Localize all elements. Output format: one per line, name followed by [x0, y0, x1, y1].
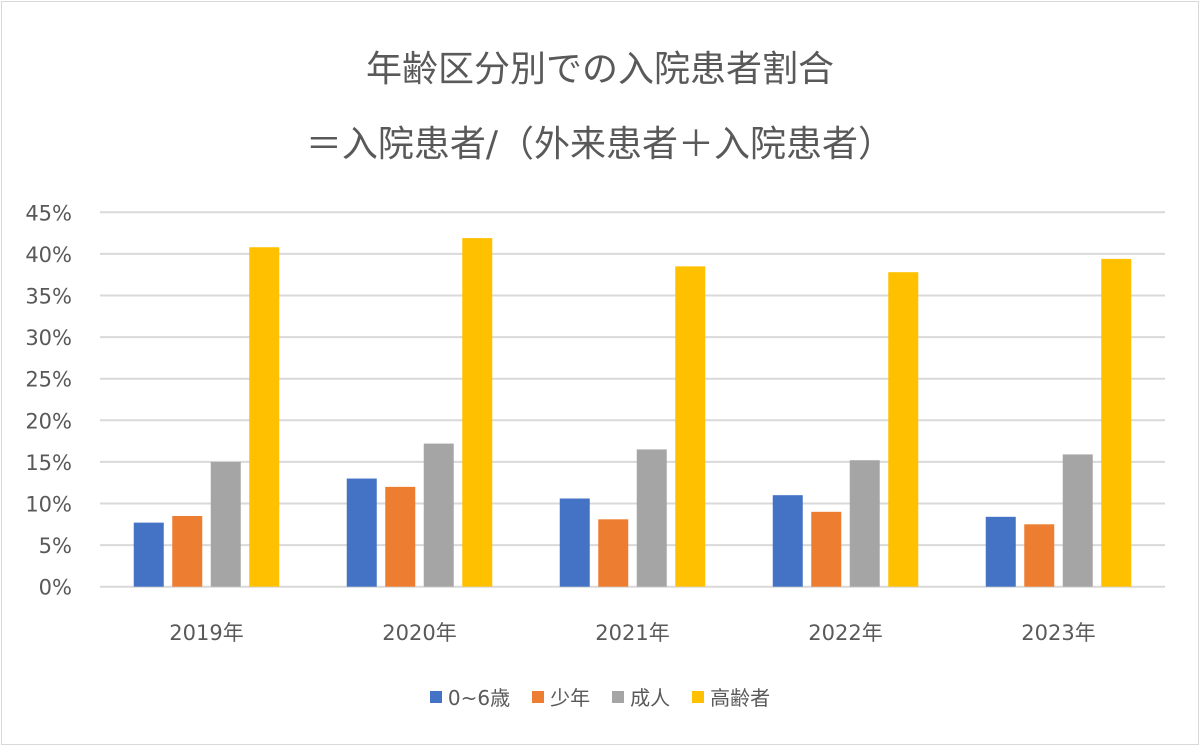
- y-tick-label: 20%: [25, 409, 72, 433]
- bar-4-1: [1024, 524, 1055, 587]
- bar-3-3: [888, 272, 919, 587]
- y-tick-label: 15%: [25, 451, 72, 475]
- legend-item: 高齢者: [692, 682, 770, 711]
- chart-title-line-2: ＝入院患者/（外来患者＋入院患者）: [305, 124, 895, 165]
- x-tick-label: 2021年: [595, 621, 669, 645]
- legend-item: 0~6歳: [429, 682, 511, 711]
- x-tick-label: 2023年: [1021, 621, 1095, 645]
- bar-2-1: [598, 519, 629, 587]
- y-tick-label: 35%: [25, 285, 72, 309]
- bar-4-2: [1062, 454, 1093, 587]
- legend-swatch: [692, 690, 705, 703]
- legend-label: 成人: [630, 686, 671, 710]
- x-tick-label: 2020年: [382, 621, 456, 645]
- chart-title-line-1: 年齢区分別での入院患者割合: [365, 49, 834, 90]
- bar-2-0: [559, 498, 590, 587]
- legend: 0~6歳 少年 成人 高齢者: [0, 682, 1200, 711]
- y-tick-label: 0%: [39, 576, 72, 600]
- legend-label: 少年: [550, 686, 591, 710]
- legend-swatch: [612, 690, 625, 703]
- bar-1-2: [423, 443, 454, 587]
- x-tick-label: 2022年: [808, 621, 882, 645]
- x-tick-label: 2019年: [169, 621, 243, 645]
- bar-0-2: [210, 461, 241, 587]
- legend-item: 成人: [612, 682, 670, 711]
- bar-1-3: [462, 238, 493, 587]
- bar-0-0: [133, 522, 164, 587]
- y-tick-label: 45%: [25, 201, 72, 225]
- bar-3-0: [772, 495, 803, 587]
- y-tick-label: 5%: [39, 534, 72, 558]
- y-tick-label: 25%: [25, 368, 72, 392]
- bar-1-1: [385, 486, 416, 587]
- bar-2-3: [675, 266, 706, 587]
- y-tick-label: 30%: [25, 326, 72, 350]
- bar-4-0: [985, 516, 1016, 587]
- legend-item: 少年: [532, 682, 590, 711]
- bar-2-2: [636, 449, 667, 587]
- legend-swatch: [532, 690, 545, 703]
- legend-label: 高齢者: [710, 686, 771, 710]
- bar-4-3: [1101, 258, 1132, 587]
- legend-swatch: [429, 690, 442, 703]
- bar-3-1: [811, 511, 842, 587]
- legend-label: 0~6歳: [447, 686, 511, 710]
- y-tick-label: 40%: [25, 243, 72, 267]
- bar-0-1: [172, 515, 203, 587]
- bar-0-3: [249, 247, 280, 587]
- bar-3-2: [849, 460, 880, 587]
- bar-1-0: [346, 478, 377, 587]
- y-tick-label: 10%: [25, 493, 72, 517]
